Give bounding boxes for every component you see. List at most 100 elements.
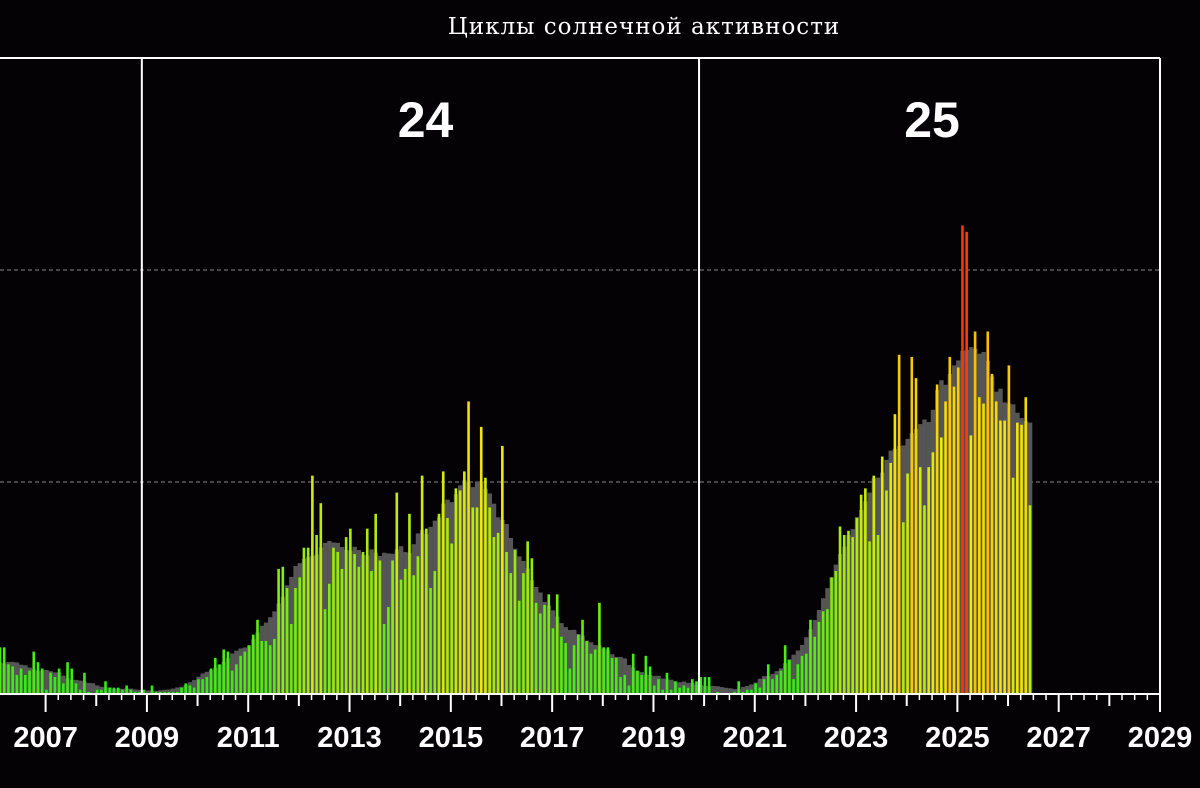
sunspot-bar [218, 664, 221, 694]
smoothed-bar [86, 682, 91, 694]
sunspot-bar [969, 435, 973, 694]
sunspot-bar [167, 691, 171, 694]
sunspot-bar [154, 691, 158, 694]
sunspot-bar [70, 668, 74, 694]
sunspot-bar [517, 600, 521, 694]
sunspot-bar [750, 689, 753, 694]
sunspot-bar [678, 687, 681, 694]
sunspot-bar [488, 507, 491, 694]
sunspot-bar [555, 594, 559, 694]
sunspot-bar [775, 674, 779, 694]
sunspot-bar [581, 619, 584, 694]
sunspot-bar [826, 609, 829, 694]
sunspot-bar [175, 691, 179, 694]
sunspot-bar [572, 645, 576, 694]
sunspot-bar [631, 653, 635, 694]
sunspot-bar [961, 225, 964, 695]
sunspot-bar [188, 685, 192, 694]
sunspot-bar [513, 549, 517, 694]
smoothed-bar [192, 680, 197, 694]
sunspot-bar [294, 588, 297, 694]
sunspot-bar [256, 619, 259, 694]
sunspot-bar [40, 668, 44, 694]
sunspot-bar [505, 551, 508, 694]
sunspot-bar [1024, 397, 1028, 694]
sunspot-bar [349, 528, 352, 694]
sunspot-bar [994, 401, 998, 694]
sunspot-bar [475, 507, 479, 694]
sunspot-bar [741, 691, 745, 694]
sunspot-bar [796, 664, 800, 694]
sunspot-bar [855, 518, 859, 694]
sunspot-bar [7, 664, 10, 694]
smoothed-bar [740, 686, 746, 694]
smoothed-bar [567, 630, 573, 694]
sunspot-bar [260, 641, 264, 694]
smoothed-bar [618, 657, 623, 694]
sunspot-bar [1003, 420, 1006, 694]
sunspot-bar [661, 689, 665, 694]
sunspot-bar [433, 571, 437, 694]
sunspot-bar [754, 683, 757, 694]
sunspot-bar [965, 231, 968, 694]
x-axis: 2007 2009 2011 2013 2015 2017 2019 2021 2023 2025… [13, 694, 1192, 754]
sunspot-bar [370, 571, 373, 694]
sunspot-bar [623, 674, 627, 694]
sunspot-bar [374, 513, 377, 694]
x-tick-label: 2019 [621, 722, 686, 754]
sunspot-bar [365, 528, 369, 694]
sunspot-bar [382, 624, 386, 694]
sunspot-bar [560, 636, 563, 694]
sunspot-bar [235, 664, 238, 694]
sunspot-bar [606, 647, 610, 694]
sunspot-bar [771, 679, 774, 694]
sunspot-bar [323, 609, 327, 694]
sunspot-bar [100, 689, 103, 694]
sunspot-bar [733, 691, 736, 694]
sunspot-bar [311, 475, 314, 694]
sunspot-bar [1016, 422, 1019, 694]
sunspot-bar [285, 588, 289, 694]
sunspot-bar [509, 573, 513, 694]
sunspot-bar [758, 687, 762, 694]
sunspot-bar [762, 679, 766, 694]
sunspot-bar [361, 551, 365, 694]
sunspot-bar [585, 641, 589, 694]
sunspot-bar [78, 689, 82, 694]
sunspot-bar [395, 492, 399, 694]
sunspot-bar [243, 651, 247, 694]
sunspot-bar [821, 611, 825, 694]
sunspot-bar [766, 664, 770, 694]
sunspot-bar [737, 681, 741, 694]
smoothed-bar [732, 689, 737, 694]
sunspot-bar [28, 670, 31, 694]
smoothed-bar [166, 689, 172, 694]
sunspot-bar [986, 331, 990, 694]
smoothed-bar [728, 688, 733, 694]
sunspot-bar [944, 401, 947, 694]
smoothed-bar [44, 669, 49, 694]
sunspot-bar [412, 575, 415, 694]
sunspot-bar [602, 647, 605, 694]
sunspot-bar [2, 647, 6, 694]
sunspot-bar [948, 356, 952, 694]
sunspot-bar [112, 687, 116, 694]
sunspot-bar [952, 386, 956, 694]
sunspot-bar [62, 683, 65, 694]
sunspot-bar [163, 691, 166, 694]
sunspot-bar [614, 657, 618, 694]
sunspot-bar [868, 541, 871, 694]
sunspot-bar [171, 691, 175, 694]
sunspot-bar [889, 462, 892, 694]
sunspot-bar [319, 503, 323, 694]
sunspot-bar [640, 674, 643, 694]
smoothed-bar [132, 689, 138, 694]
sunspot-bar [336, 551, 340, 694]
sunspot-bar [57, 668, 61, 694]
sunspot-bar [53, 677, 57, 694]
smoothed-bar [660, 678, 666, 694]
sunspot-bar [108, 687, 112, 694]
sunspot-bar [652, 685, 656, 694]
sunspot-bar [454, 488, 458, 694]
